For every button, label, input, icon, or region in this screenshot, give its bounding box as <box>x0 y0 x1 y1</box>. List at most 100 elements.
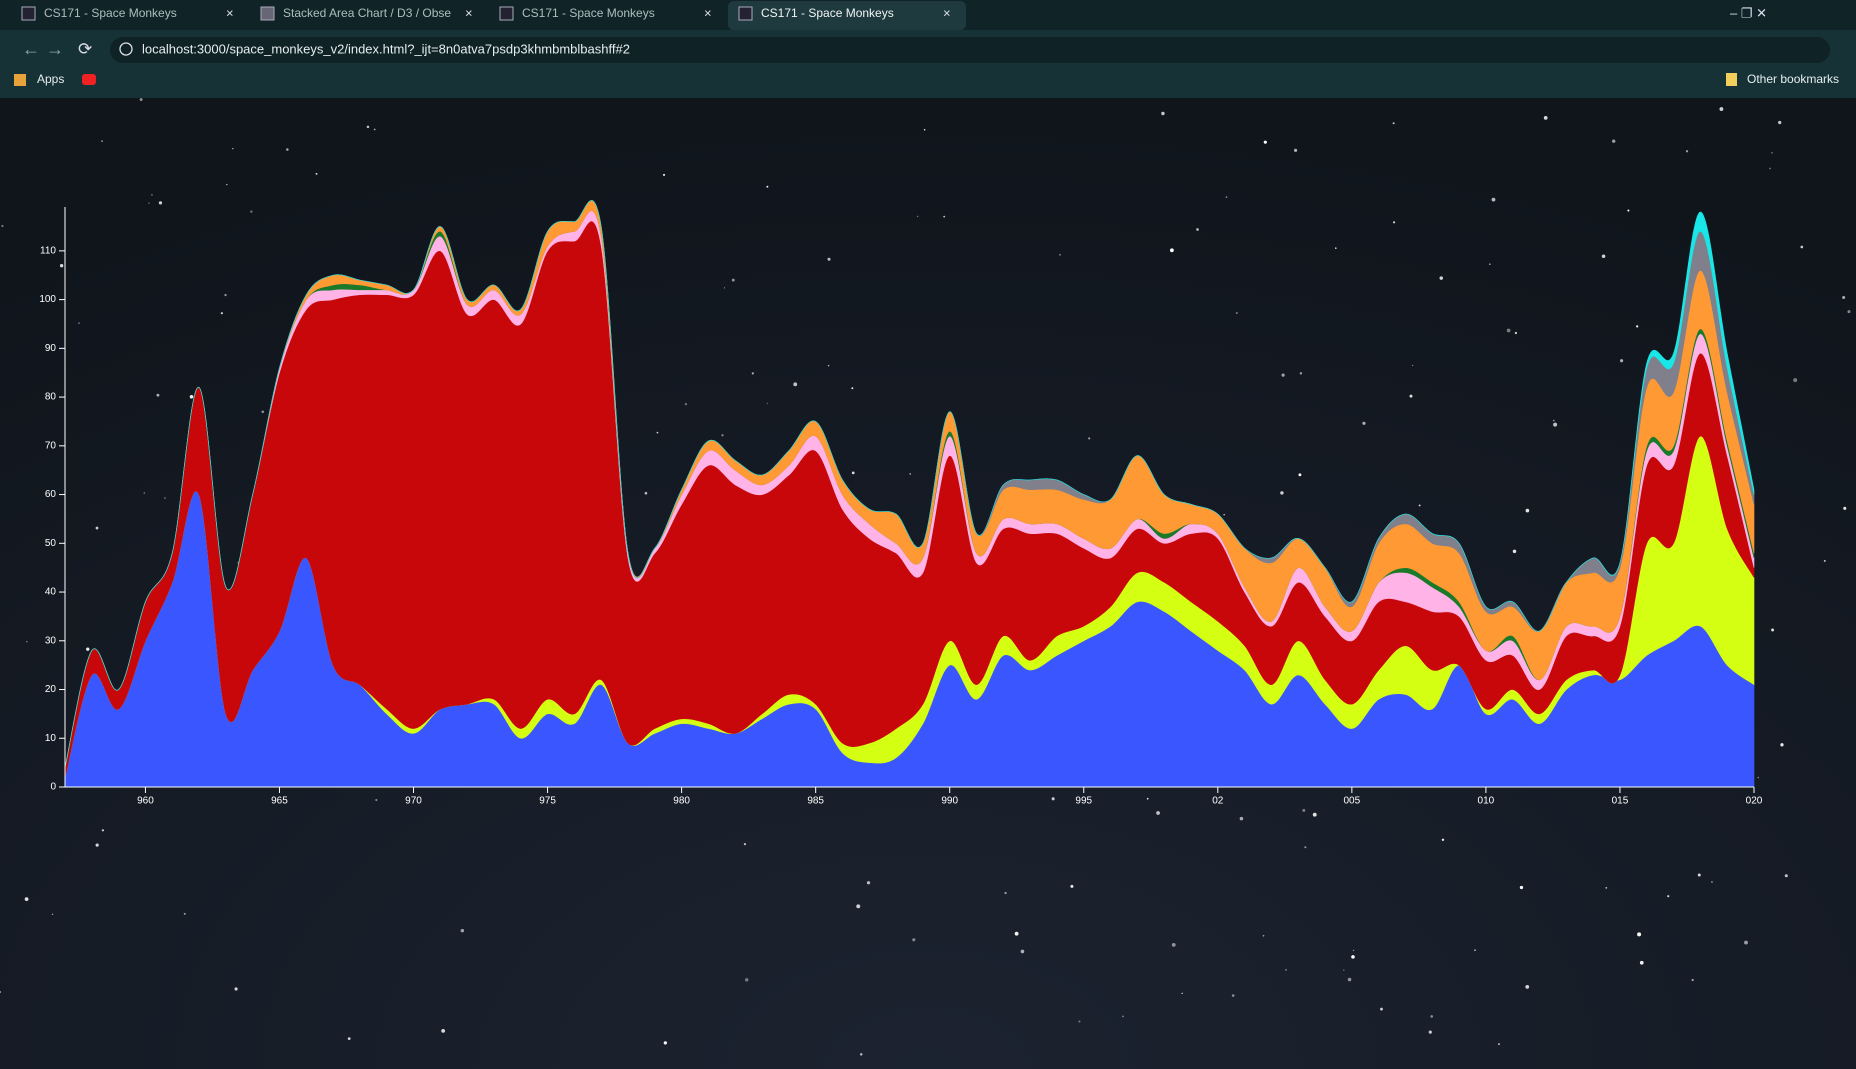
star <box>1298 473 1302 477</box>
star <box>375 798 378 801</box>
tab-title[interactable]: CS171 - Space Monkeys <box>522 6 655 20</box>
star <box>1474 949 1476 951</box>
y-tick-label: 40 <box>45 587 57 598</box>
star <box>766 185 769 188</box>
star <box>1335 247 1337 249</box>
tab-title[interactable]: CS171 - Space Monkeys <box>761 6 894 20</box>
x-tick-label: 02 <box>1212 796 1224 807</box>
star <box>1498 1043 1500 1045</box>
y-tick-label: 0 <box>50 782 56 793</box>
info-icon[interactable] <box>119 42 133 56</box>
forward-button[interactable]: → <box>46 39 64 59</box>
tab-icon[interactable] <box>260 6 275 21</box>
star <box>143 492 146 494</box>
star <box>1543 116 1548 120</box>
y-tick-label: 60 <box>45 489 57 500</box>
star <box>1146 797 1149 800</box>
star <box>1156 811 1160 815</box>
address-bar[interactable] <box>110 37 1830 63</box>
tab-icon[interactable] <box>499 6 514 21</box>
star <box>1612 139 1616 143</box>
star <box>250 210 253 213</box>
tab-title[interactable]: Stacked Area Chart / D3 / Obse <box>283 6 451 20</box>
star <box>1281 373 1285 377</box>
bookmark[interactable]: Other bookmarks <box>1747 72 1839 86</box>
star <box>1823 559 1826 562</box>
tab-close[interactable]: × <box>943 5 951 20</box>
star <box>220 312 223 315</box>
apps-icon[interactable] <box>14 74 26 86</box>
star <box>24 897 29 902</box>
star <box>1667 895 1670 898</box>
tab-icon[interactable] <box>21 6 36 21</box>
active-tab[interactable] <box>728 1 966 30</box>
star <box>1 224 4 228</box>
star <box>1169 248 1174 253</box>
url[interactable]: localhost:3000/space_monkeys_v2/index.ht… <box>142 41 630 56</box>
star <box>1697 873 1701 877</box>
star <box>721 434 724 437</box>
star <box>1637 932 1642 937</box>
star <box>793 382 798 387</box>
star <box>224 293 227 297</box>
star <box>1262 934 1265 937</box>
x-tick-label: 995 <box>1075 796 1092 807</box>
star <box>1601 254 1606 259</box>
star <box>226 183 228 186</box>
star <box>1757 776 1760 779</box>
star <box>851 387 854 390</box>
star <box>662 173 666 176</box>
star <box>745 978 749 982</box>
bookmark[interactable]: Apps <box>37 72 64 86</box>
star <box>1685 150 1689 153</box>
star <box>59 264 64 268</box>
folder-icon[interactable] <box>1726 73 1737 86</box>
star <box>1304 846 1307 849</box>
star <box>1780 743 1784 747</box>
tab-icon[interactable] <box>738 6 753 21</box>
star <box>1171 943 1176 947</box>
star <box>156 393 160 397</box>
window-controls[interactable]: – ❐ ✕ <box>1730 5 1767 20</box>
star <box>916 215 919 218</box>
tab-close[interactable]: × <box>465 5 473 20</box>
star <box>1778 120 1782 125</box>
x-tick-label: 005 <box>1344 796 1361 807</box>
star <box>1299 372 1303 375</box>
star <box>663 1041 667 1045</box>
star <box>1196 228 1199 231</box>
youtube-icon[interactable] <box>82 74 96 85</box>
back-button[interactable]: ← <box>22 39 40 59</box>
star <box>158 201 163 205</box>
star <box>1843 506 1847 510</box>
star <box>1294 148 1298 152</box>
star <box>909 473 912 475</box>
star <box>261 410 265 414</box>
star <box>1793 378 1798 383</box>
tab-close[interactable]: × <box>704 5 712 20</box>
star <box>644 491 648 495</box>
star <box>1004 891 1007 895</box>
star <box>1418 504 1421 507</box>
star <box>1362 421 1366 425</box>
x-tick-label: 960 <box>137 796 154 807</box>
star <box>86 647 90 651</box>
y-tick-label: 110 <box>40 246 56 257</box>
star <box>856 904 861 909</box>
x-tick-label: 965 <box>271 796 288 807</box>
star <box>1771 152 1773 154</box>
star <box>441 1028 446 1033</box>
star <box>1605 886 1608 889</box>
tab-title[interactable]: CS171 - Space Monkeys <box>44 6 177 20</box>
star <box>234 987 238 991</box>
reload-button[interactable]: ⟳ <box>78 39 92 58</box>
star <box>1235 312 1238 315</box>
x-tick-label: 970 <box>405 796 422 807</box>
tab-close[interactable]: × <box>226 5 234 20</box>
area <box>64 200 1755 768</box>
star <box>1711 881 1713 883</box>
star <box>851 471 855 475</box>
y-tick-label: 70 <box>45 440 57 451</box>
star <box>1392 122 1395 125</box>
